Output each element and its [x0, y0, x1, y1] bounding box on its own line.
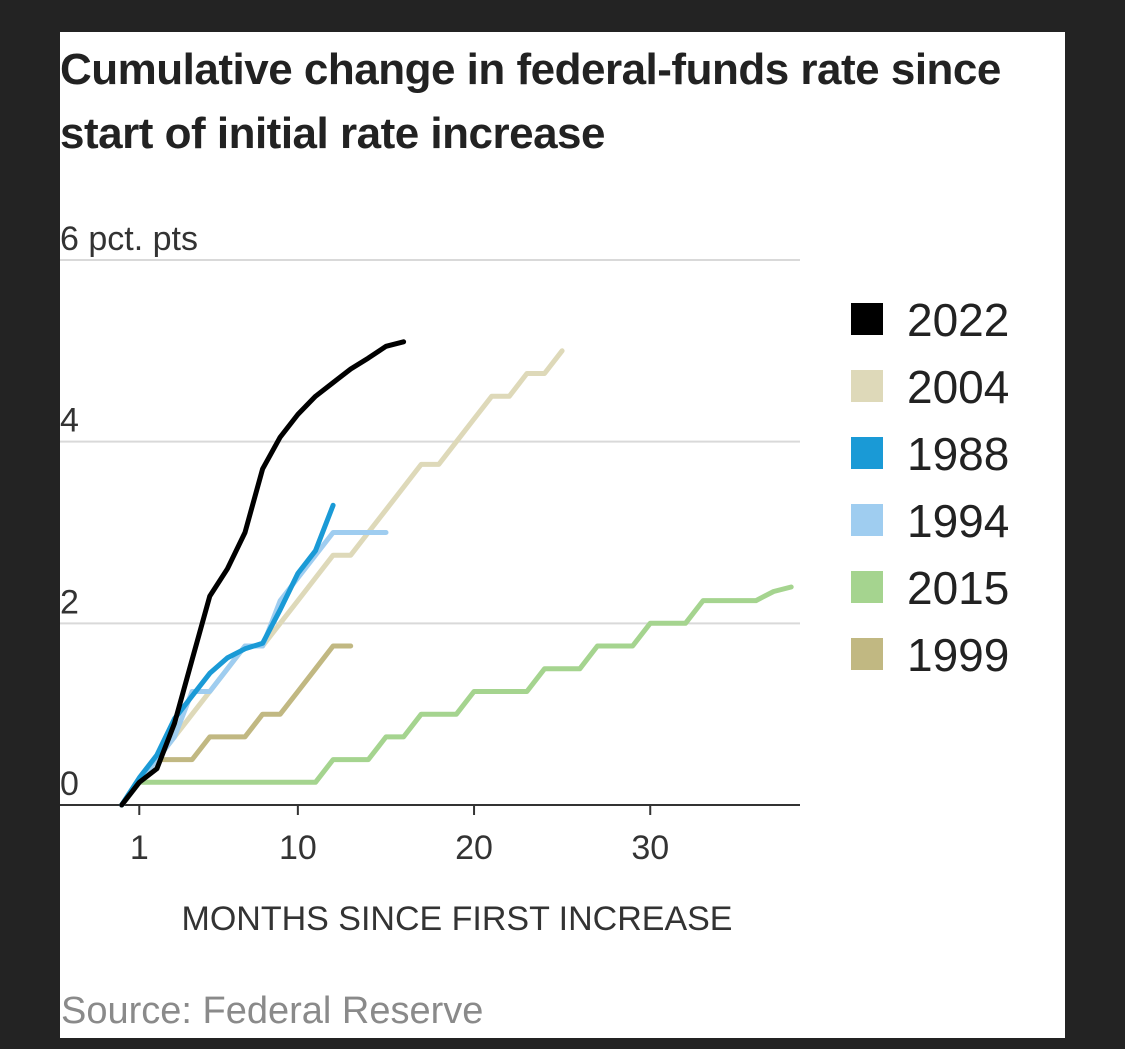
x-tick-label-30: 30 [631, 829, 669, 867]
chart-title: Cumulative change in federal-funds rate … [60, 45, 1001, 158]
axes: 0 2 4 6 pct. pts 1 10 20 30 MONTHS SINCE FIRST I… [60, 220, 800, 938]
legend-label-1988: 1988 [907, 428, 1009, 480]
legend-label-1999: 1999 [907, 629, 1009, 681]
grid-lines [60, 259, 800, 625]
x-tick-label-20: 20 [455, 829, 493, 867]
legend-label-1994: 1994 [907, 495, 1009, 547]
x-axis-title: MONTHS SINCE FIRST INCREASE [182, 900, 733, 938]
series-line-2015 [119, 584, 794, 808]
y-tick-label-0: 0 [60, 765, 79, 803]
source-note: Source: Federal Reserve [61, 990, 484, 1032]
series-line-2022 [119, 339, 407, 808]
y-tick-label-2: 2 [60, 583, 79, 621]
legend-swatch-2004 [851, 370, 883, 402]
legend-swatch-2022 [851, 303, 883, 335]
legend-label-2022: 2022 [907, 294, 1009, 346]
legend-label-2015: 2015 [907, 562, 1009, 614]
legend-swatch-2015 [851, 571, 883, 603]
x-tick-label-1: 1 [130, 829, 149, 867]
y-tick-label-4: 4 [60, 402, 79, 440]
series-line-1988 [119, 502, 336, 808]
series-line-2004 [119, 348, 565, 808]
legend-label-2004: 2004 [907, 361, 1009, 413]
legend-swatch-1994 [851, 504, 883, 536]
legend-swatch-1988 [851, 437, 883, 469]
chart-card: Cumulative change in federal-funds rate … [60, 32, 1065, 1038]
y-tick-label-6: 6 pct. pts [60, 220, 198, 258]
legend-swatch-1999 [851, 638, 883, 670]
x-tick-label-10: 10 [279, 829, 317, 867]
chart-canvas: 0 2 4 6 pct. pts 1 10 20 30 MONTHS SINCE FIRST I… [60, 220, 1009, 938]
series-lines [119, 339, 794, 808]
legend: 2022 2004 1988 1994 2015 1999 [851, 294, 1009, 681]
